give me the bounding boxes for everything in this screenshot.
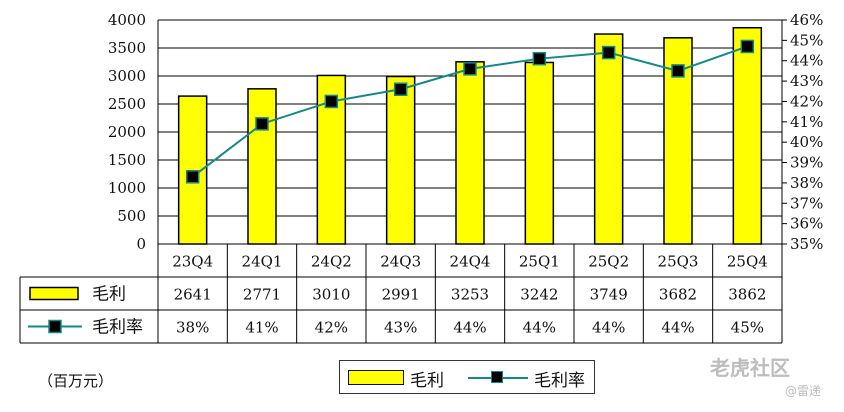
bar bbox=[385, 75, 416, 245]
table-value-line: 44% bbox=[453, 319, 486, 337]
legend-label-bar: 毛利 bbox=[410, 371, 444, 391]
table-value-bar: 2771 bbox=[243, 286, 281, 304]
table-row-label-bar: 毛利 bbox=[92, 285, 126, 305]
legend: 毛利 毛利率 bbox=[339, 360, 595, 394]
line-marker bbox=[255, 117, 269, 131]
y-left-tick-label: 500 bbox=[117, 207, 146, 225]
x-tick-label: 24Q4 bbox=[450, 253, 491, 271]
table-value-bar: 2641 bbox=[174, 286, 212, 304]
line-marker bbox=[463, 62, 477, 76]
y-left-tick-label: 2500 bbox=[108, 95, 146, 113]
line-marker bbox=[185, 170, 200, 184]
y-left-tick-label: 3000 bbox=[108, 67, 146, 85]
x-tick-label: 23Q4 bbox=[172, 253, 213, 271]
x-tick-label: 25Q4 bbox=[727, 253, 768, 271]
y-right-tick-label: 40% bbox=[790, 133, 823, 151]
legend-swatch-bar bbox=[348, 370, 404, 385]
bar bbox=[524, 61, 555, 245]
legend-label-line: 毛利率 bbox=[534, 371, 585, 391]
y-left-tick-label: 4000 bbox=[108, 11, 146, 29]
x-tick-label: 24Q2 bbox=[311, 253, 352, 271]
table-value-line: 44% bbox=[592, 319, 625, 337]
y-right-tick-label: 44% bbox=[790, 52, 823, 70]
x-tick-label: 25Q3 bbox=[658, 253, 699, 271]
table-value-line: 44% bbox=[661, 319, 694, 337]
table-value-bar: 3242 bbox=[520, 286, 558, 304]
watermark-sub: @雷递 bbox=[785, 384, 822, 398]
y-right-tick-label: 35% bbox=[790, 235, 823, 253]
table-value-line: 44% bbox=[523, 319, 556, 337]
y-left-tick-label: 1000 bbox=[108, 179, 146, 197]
line-marker bbox=[601, 45, 616, 60]
bar bbox=[593, 33, 624, 245]
line-marker bbox=[671, 64, 685, 78]
table-key-marker bbox=[48, 319, 62, 334]
line-marker bbox=[393, 82, 408, 96]
legend-marker bbox=[491, 371, 503, 383]
y-right-tick-label: 36% bbox=[790, 215, 823, 233]
y-right-tick-label: 41% bbox=[790, 113, 823, 131]
table-value-bar: 3862 bbox=[728, 286, 766, 304]
table-key-bar bbox=[29, 286, 79, 301]
line-marker bbox=[324, 94, 339, 109]
watermark: 老虎社区 bbox=[710, 356, 790, 380]
bar bbox=[732, 26, 763, 245]
y-right-tick-label: 37% bbox=[790, 194, 823, 212]
table-value-bar: 3749 bbox=[590, 286, 628, 304]
line-marker bbox=[532, 51, 547, 66]
y-right-tick-label: 39% bbox=[790, 154, 823, 172]
y-right-tick-label: 38% bbox=[790, 174, 823, 192]
table-value-bar: 2991 bbox=[382, 286, 420, 304]
x-tick-label: 25Q1 bbox=[519, 253, 560, 271]
bar bbox=[455, 61, 485, 245]
line-marker bbox=[740, 39, 755, 54]
table-value-line: 45% bbox=[731, 319, 764, 337]
table-value-line: 38% bbox=[176, 319, 209, 337]
x-tick-label: 25Q2 bbox=[588, 253, 629, 271]
unit-label: （百万元） bbox=[38, 372, 114, 390]
x-tick-label: 24Q1 bbox=[242, 253, 283, 271]
bar bbox=[247, 88, 277, 245]
table-value-bar: 3682 bbox=[659, 286, 697, 304]
y-left-tick-label: 1500 bbox=[108, 151, 146, 169]
y-right-tick-label: 43% bbox=[790, 72, 823, 90]
y-left-tick-label: 3500 bbox=[108, 39, 146, 57]
table-value-line: 43% bbox=[384, 319, 417, 337]
y-right-tick-label: 46% bbox=[790, 11, 823, 29]
y-left-tick-label: 2000 bbox=[108, 123, 146, 141]
table-value-bar: 3253 bbox=[451, 286, 489, 304]
y-right-tick-label: 42% bbox=[790, 92, 823, 110]
table-value-line: 42% bbox=[315, 319, 348, 337]
y-right-tick-label: 45% bbox=[790, 31, 823, 49]
table-row-label-line: 毛利率 bbox=[92, 318, 143, 338]
x-tick-label: 24Q3 bbox=[380, 253, 421, 271]
y-left-tick-label: 0 bbox=[136, 235, 146, 253]
table-value-bar: 3010 bbox=[312, 286, 350, 304]
table-value-line: 41% bbox=[245, 319, 278, 337]
